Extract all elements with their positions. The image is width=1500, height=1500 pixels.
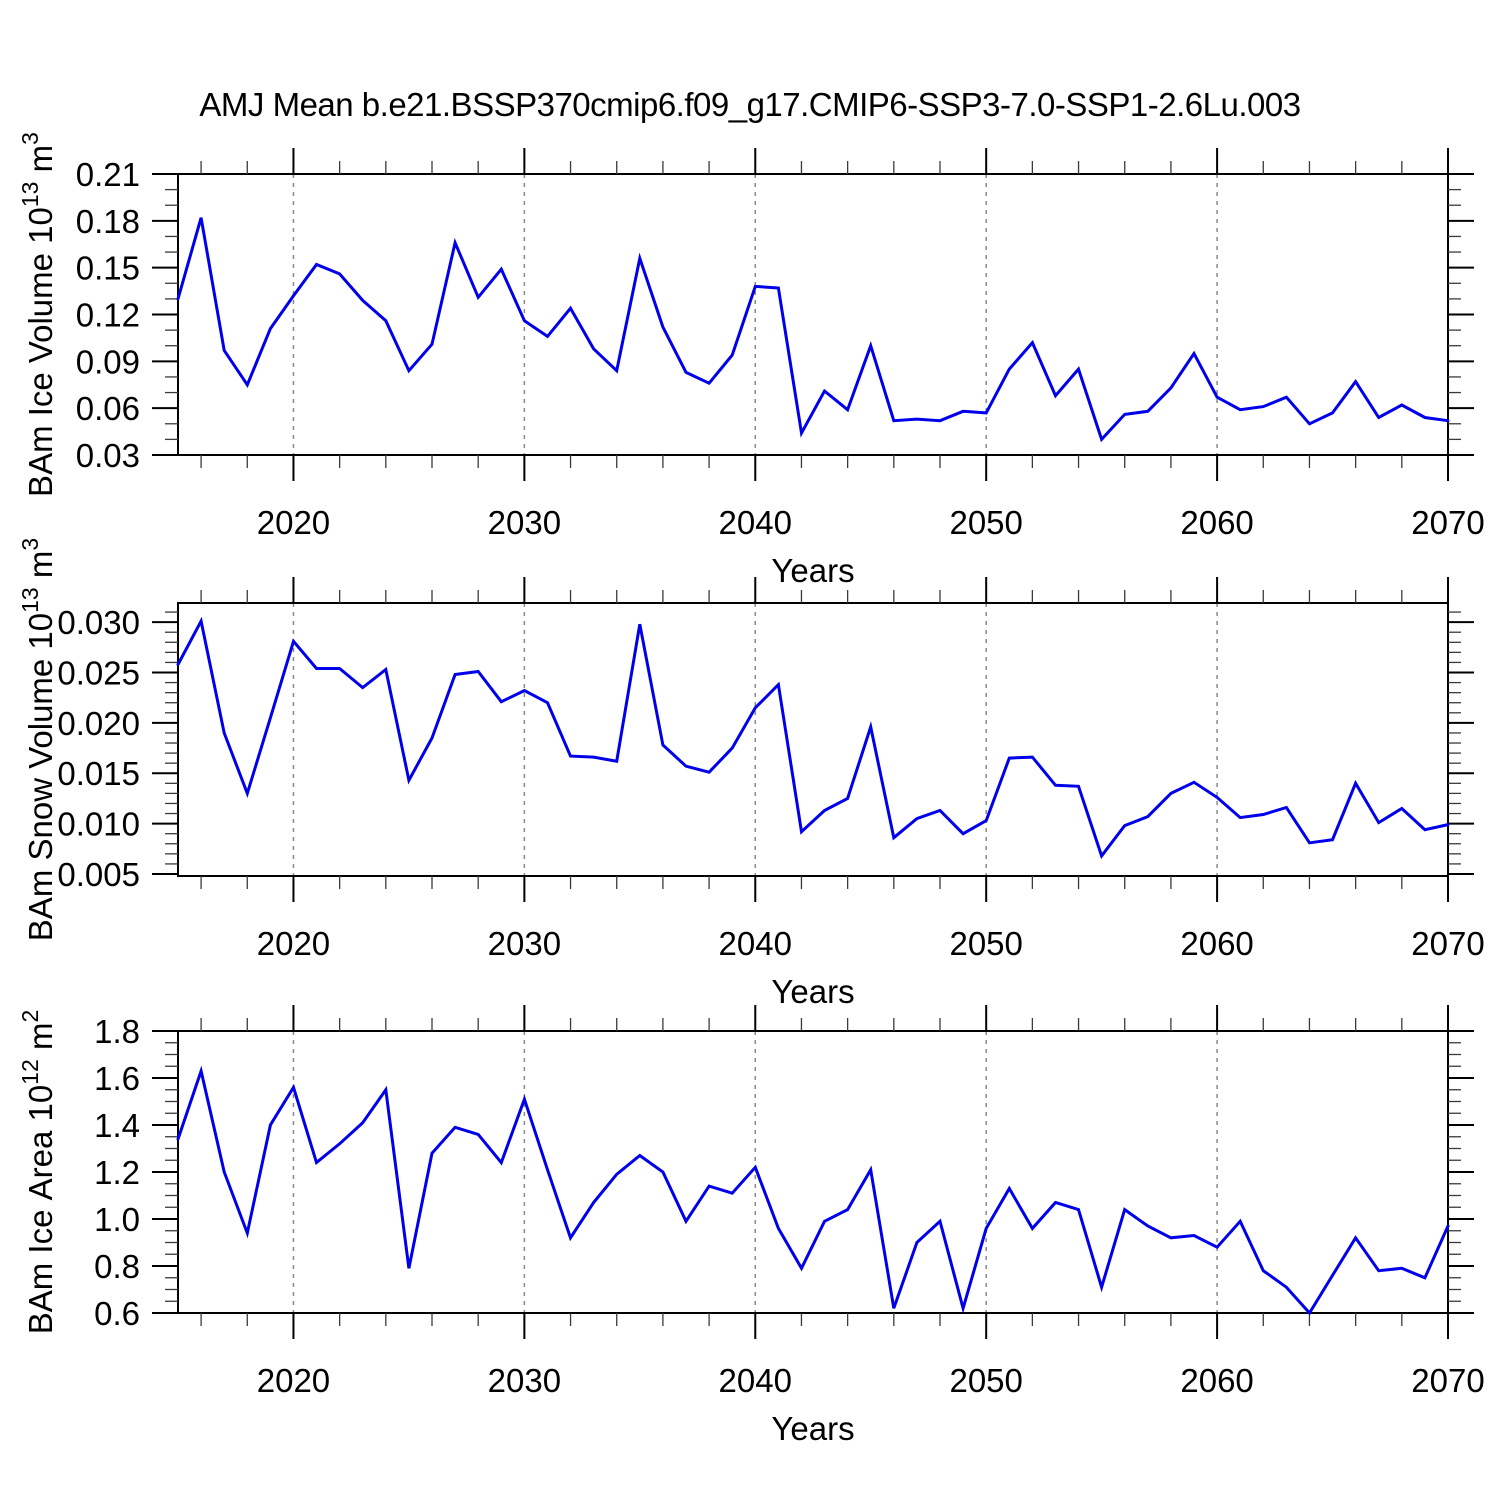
x-tick-label: 2070 <box>1411 504 1484 541</box>
y-axis-title: BAm Ice Area 1012 m2 <box>17 1010 59 1335</box>
y-axis-title: BAm Ice Volume 1013 m3 <box>17 132 59 497</box>
x-tick-label: 2020 <box>257 504 330 541</box>
y-tick-label: 0.005 <box>57 856 140 893</box>
y-tick-label: 0.12 <box>76 297 140 334</box>
y-tick-label: 1.2 <box>94 1154 140 1191</box>
x-tick-label: 2040 <box>719 1362 792 1399</box>
y-axis-title: BAm Snow Volume 1013 m3 <box>17 538 59 941</box>
y-tick-label: 0.015 <box>57 755 140 792</box>
ice-area-chart: 0.6 0.8 1.0 1.2 1.4 1.6 1.8 2020 2030 2040 2050 206… <box>17 1005 1485 1447</box>
x-tick-label: 2050 <box>949 1362 1022 1399</box>
y-tick-label: 0.8 <box>94 1248 140 1285</box>
x-tick-label: 2030 <box>488 1362 561 1399</box>
x-tick-label: 2050 <box>949 504 1022 541</box>
y-tick-label: 1.6 <box>94 1060 140 1097</box>
x-axis-title: Years <box>771 973 854 1010</box>
x-tick-label: 2040 <box>719 925 792 962</box>
ice-volume-line <box>176 217 1450 443</box>
plot-box <box>177 602 1449 877</box>
x-tick-label: 2060 <box>1180 504 1253 541</box>
x-tick-label: 2020 <box>257 925 330 962</box>
x-tick-label: 2040 <box>719 504 792 541</box>
y-tick-label: 0.21 <box>76 156 140 193</box>
x-tick-label: 2060 <box>1180 1362 1253 1399</box>
ice-area-line <box>176 1065 1450 1316</box>
y-tick-label: 0.020 <box>57 705 140 742</box>
y-tick-label: 0.18 <box>76 203 140 240</box>
x-tick-label: 2030 <box>488 504 561 541</box>
x-tick-label: 2060 <box>1180 925 1253 962</box>
y-tick-label: 1.8 <box>94 1013 140 1050</box>
x-tick-label: 2070 <box>1411 1362 1484 1399</box>
y-tick-label: 1.0 <box>94 1201 140 1238</box>
plot-box <box>177 1030 1449 1314</box>
x-axis-title: Years <box>771 1410 854 1447</box>
x-tick-label: 2070 <box>1411 925 1484 962</box>
y-tick-label: 0.010 <box>57 806 140 843</box>
page-title: AMJ Mean b.e21.BSSP370cmip6.f09_g17.CMIP… <box>199 86 1301 123</box>
y-tick-label: 1.4 <box>94 1107 140 1144</box>
y-tick-label: 0.6 <box>94 1295 140 1332</box>
ice-volume-chart: 0.03 0.06 0.09 0.12 0.15 0.18 0.21 2020 2030 2040… <box>17 132 1485 589</box>
x-tick-label: 2050 <box>949 925 1022 962</box>
snow-volume-line <box>176 616 1450 860</box>
y-tick-label: 0.06 <box>76 390 140 427</box>
y-tick-label: 0.025 <box>57 655 140 692</box>
x-tick-label: 2020 <box>257 1362 330 1399</box>
x-tick-label: 2030 <box>488 925 561 962</box>
x-axis-title: Years <box>771 552 854 589</box>
snow-volume-chart: 0.005 0.010 0.015 0.020 0.025 0.030 2020 2030 20… <box>17 538 1485 1010</box>
y-tick-label: 0.030 <box>57 604 140 641</box>
y-tick-label: 0.09 <box>76 343 140 380</box>
y-tick-label: 0.03 <box>76 437 140 474</box>
y-tick-label: 0.15 <box>76 250 140 287</box>
